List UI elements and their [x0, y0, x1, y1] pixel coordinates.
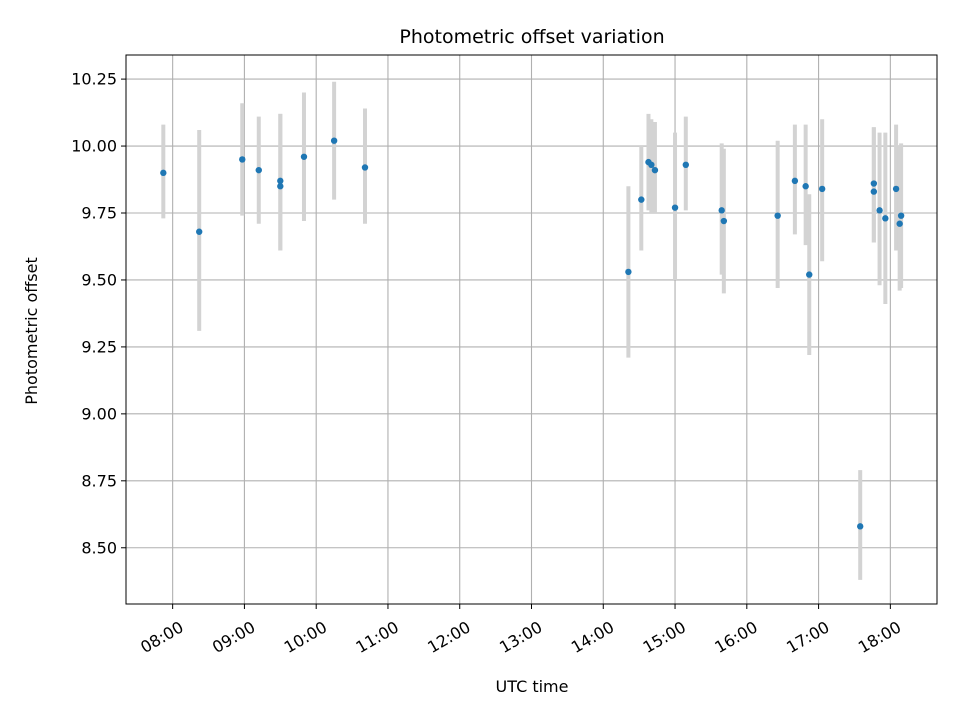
y-tick-label: 8.75: [81, 471, 117, 490]
data-point: [720, 217, 728, 225]
data-point: [896, 220, 903, 227]
data-point: [774, 212, 781, 219]
data-point: [791, 177, 799, 185]
chart-title: Photometric offset variation: [399, 26, 664, 48]
y-tick-label: 9.25: [81, 337, 117, 356]
data-point: [892, 185, 900, 193]
data-point: [806, 271, 813, 278]
data-point: [857, 523, 864, 530]
data-point: [277, 177, 284, 185]
data-point: [196, 228, 203, 235]
data-point: [160, 169, 167, 177]
y-axis-title: Photometric offset: [22, 257, 41, 405]
data-point: [870, 180, 878, 187]
y-tick-label: 8.50: [81, 538, 117, 557]
data-point: [818, 185, 826, 193]
data-point: [361, 164, 369, 171]
x-axis-title: UTC time: [496, 677, 569, 696]
data-point: [671, 204, 679, 211]
data-point: [802, 183, 809, 190]
data-point: [718, 207, 725, 214]
data-point: [651, 166, 659, 174]
data-point: [255, 166, 262, 174]
data-point: [897, 212, 905, 219]
y-tick-label: 10.25: [71, 70, 117, 89]
data-point: [638, 196, 645, 203]
y-tick-label: 9.75: [81, 204, 117, 223]
data-point: [625, 268, 632, 276]
data-point: [277, 183, 284, 190]
y-axis-ticks: 8.50 8.75 9.00 9.25 9.50 9.75 10.00 10.25: [71, 70, 126, 557]
y-tick-label: 9.50: [81, 270, 117, 289]
y-tick-label: 10.00: [71, 137, 117, 156]
data-point: [682, 161, 690, 168]
data-point: [239, 156, 246, 163]
data-points: [160, 137, 905, 530]
data-point: [648, 161, 655, 168]
data-point: [882, 215, 889, 222]
data-point: [870, 188, 878, 195]
grid: [126, 55, 937, 604]
y-tick-label: 9.00: [81, 404, 117, 423]
data-point: [876, 207, 883, 214]
data-point: [300, 153, 308, 160]
data-point: [330, 137, 338, 144]
